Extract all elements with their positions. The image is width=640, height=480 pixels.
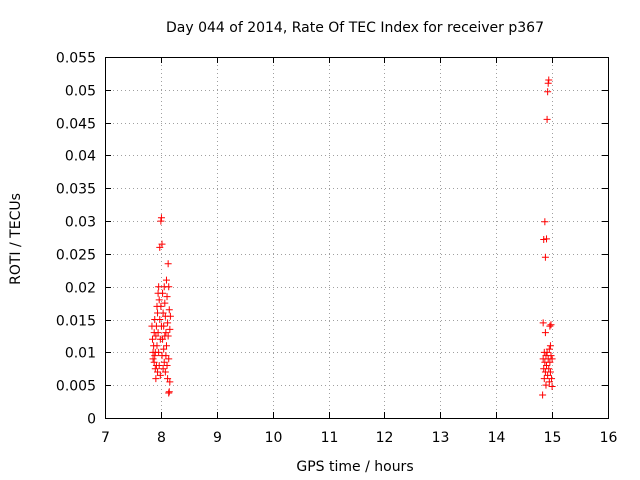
x-tick-label: 16: [600, 430, 618, 446]
data-point: [161, 299, 169, 307]
y-tick-label: 0.05: [65, 84, 96, 100]
x-tick-label: 8: [157, 430, 166, 446]
x-tick-label: 11: [321, 430, 339, 446]
x-tick-label: 13: [432, 430, 450, 446]
x-tick-label: 7: [101, 430, 110, 446]
data-point: [165, 355, 173, 363]
x-tick-label: 10: [265, 430, 283, 446]
y-tick-label: 0.005: [56, 379, 96, 395]
data-point: [157, 217, 165, 225]
y-tick-label: 0.015: [56, 314, 96, 330]
data-point: [541, 253, 549, 261]
x-tick-label: 14: [488, 430, 506, 446]
data-point: [157, 214, 165, 222]
data-point: [547, 352, 555, 360]
data-point: [164, 319, 172, 327]
x-axis-label: GPS time / hours: [296, 459, 413, 475]
y-tick-label: 0.045: [56, 117, 96, 133]
data-point: [542, 381, 550, 389]
data-point: [541, 218, 549, 226]
data-point: [546, 368, 554, 376]
data-point: [164, 332, 172, 340]
y-tick-label: 0.055: [56, 51, 96, 67]
data-point: [155, 361, 163, 369]
y-tick-label: 0.04: [65, 149, 96, 165]
data-point: [548, 355, 556, 363]
data-point: [161, 368, 169, 376]
data-point: [149, 335, 157, 343]
y-axis-label: ROTI / TECUs: [8, 193, 24, 285]
data-point: [166, 312, 174, 320]
data-point: [155, 296, 163, 304]
data-point: [548, 375, 556, 383]
data-point: [163, 293, 171, 301]
x-tick-label: 15: [544, 430, 562, 446]
data-point: [162, 276, 170, 284]
data-point: [162, 342, 170, 350]
x-tick-label: 12: [376, 430, 394, 446]
y-tick-label: 0.025: [56, 248, 96, 264]
y-tick-label: 0.01: [65, 346, 96, 362]
data-point: [544, 79, 552, 87]
tick-marks: [105, 57, 609, 419]
data-point: [158, 240, 166, 248]
data-point: [540, 375, 548, 383]
data-point: [149, 355, 157, 363]
data-point: [545, 365, 553, 373]
data-points: [148, 76, 556, 399]
data-point: [156, 371, 164, 379]
data-point: [541, 329, 549, 337]
y-tick-labels: 0 0.005 0.01 0.015 0.02 0.025 0.03 0.035 0.04 0.0…: [56, 51, 96, 428]
data-point: [155, 348, 163, 356]
data-point: [165, 388, 173, 396]
data-point: [539, 319, 547, 327]
data-point: [153, 342, 161, 350]
data-point: [165, 389, 173, 397]
data-point: [548, 382, 556, 390]
y-tick-label: 0.035: [56, 182, 96, 198]
data-point: [164, 260, 172, 268]
data-point: [539, 391, 547, 399]
data-point: [163, 361, 171, 369]
data-point: [159, 289, 167, 297]
data-point: [157, 302, 165, 310]
x-tick-labels: 7 8 9 10 11 12 13 14 15 16: [101, 430, 617, 446]
y-tick-label: 0.02: [65, 281, 96, 297]
data-point: [160, 322, 168, 330]
data-point: [152, 375, 160, 383]
data-point: [544, 88, 552, 96]
data-point: [545, 76, 553, 84]
data-point: [165, 283, 173, 291]
plot-frame: [105, 57, 609, 419]
data-point: [156, 316, 164, 324]
x-tick-label: 9: [213, 430, 222, 446]
data-point: [151, 352, 159, 360]
data-point: [165, 306, 173, 314]
chart-title: Day 044 of 2014, Rate Of TEC Index for r…: [166, 20, 544, 36]
y-tick-label: 0: [87, 412, 96, 428]
data-point: [545, 345, 553, 353]
data-point: [543, 115, 551, 123]
data-point: [154, 329, 162, 337]
data-point: [166, 378, 174, 386]
data-point: [546, 322, 554, 330]
data-point: [166, 325, 174, 333]
data-point: [547, 321, 555, 329]
data-point: [546, 342, 554, 350]
data-point: [543, 235, 551, 243]
grid-lines: [105, 57, 608, 418]
y-tick-label: 0.03: [65, 215, 96, 231]
